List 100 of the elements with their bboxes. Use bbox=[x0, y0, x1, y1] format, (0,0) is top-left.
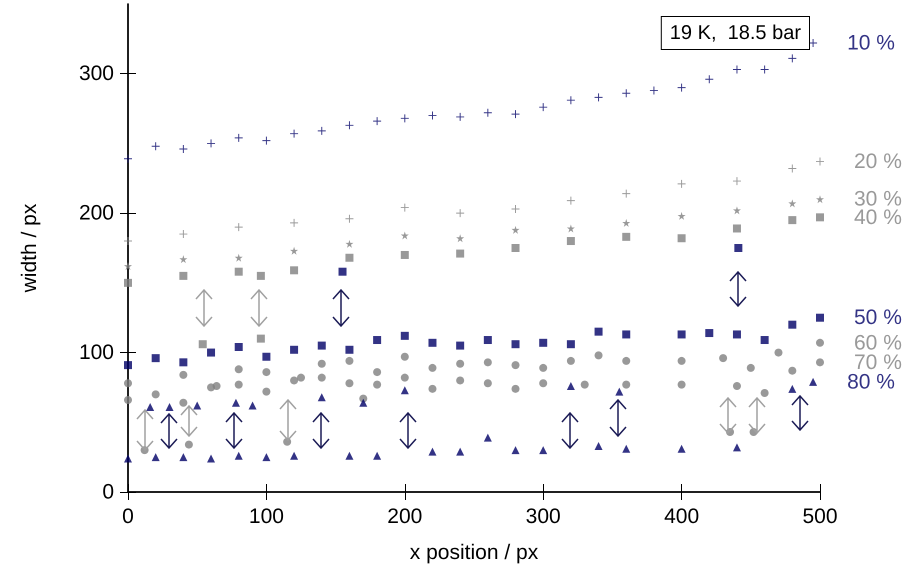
point bbox=[373, 117, 382, 126]
point bbox=[234, 254, 243, 262]
point bbox=[539, 338, 548, 347]
point bbox=[456, 209, 464, 218]
point bbox=[484, 336, 492, 344]
point bbox=[232, 398, 240, 407]
point bbox=[732, 224, 741, 232]
point bbox=[124, 379, 132, 388]
x-tick-label: 100 bbox=[248, 505, 284, 528]
point bbox=[428, 384, 436, 393]
point bbox=[484, 379, 492, 388]
point bbox=[297, 374, 305, 382]
point bbox=[512, 110, 520, 118]
point bbox=[456, 376, 464, 384]
point bbox=[512, 226, 520, 234]
point bbox=[594, 328, 603, 336]
point bbox=[345, 356, 354, 365]
point bbox=[290, 346, 298, 354]
point bbox=[732, 382, 741, 390]
point bbox=[359, 398, 368, 407]
point bbox=[788, 54, 796, 62]
point bbox=[290, 376, 298, 384]
point bbox=[373, 380, 382, 389]
point bbox=[484, 434, 492, 442]
point bbox=[400, 250, 409, 259]
point bbox=[705, 75, 714, 84]
point bbox=[124, 237, 132, 246]
point bbox=[816, 158, 824, 166]
point bbox=[124, 361, 132, 370]
point bbox=[732, 177, 741, 186]
point bbox=[345, 240, 354, 248]
point bbox=[678, 356, 686, 365]
point bbox=[539, 379, 548, 388]
point bbox=[650, 86, 658, 94]
point bbox=[678, 330, 686, 338]
point bbox=[400, 352, 409, 361]
point bbox=[124, 278, 132, 287]
x-tick-label: 200 bbox=[387, 505, 422, 528]
point bbox=[760, 336, 769, 344]
point bbox=[512, 361, 520, 370]
point bbox=[566, 196, 575, 205]
point bbox=[152, 354, 160, 362]
point bbox=[146, 402, 154, 411]
point bbox=[124, 454, 132, 463]
y-tick-label: 300 bbox=[78, 62, 114, 86]
point bbox=[622, 356, 630, 365]
point bbox=[594, 351, 603, 360]
point bbox=[539, 446, 548, 454]
series-label: 10 % bbox=[847, 32, 895, 55]
point bbox=[566, 356, 575, 365]
series-label: 20 % bbox=[854, 150, 902, 174]
point bbox=[539, 364, 548, 372]
x-tick-label: 0 bbox=[122, 505, 134, 528]
point bbox=[512, 384, 520, 393]
point bbox=[732, 443, 741, 452]
point bbox=[732, 66, 741, 74]
y-tick-label: 100 bbox=[78, 341, 114, 364]
point bbox=[400, 374, 409, 382]
point bbox=[678, 212, 686, 220]
point bbox=[732, 330, 741, 338]
point bbox=[152, 390, 160, 398]
point bbox=[732, 206, 741, 214]
point bbox=[428, 338, 436, 347]
point bbox=[400, 332, 409, 340]
point bbox=[816, 358, 824, 366]
point bbox=[456, 342, 464, 350]
point bbox=[256, 334, 265, 343]
point bbox=[166, 402, 174, 411]
point bbox=[816, 338, 824, 347]
point bbox=[318, 360, 326, 368]
point bbox=[184, 440, 193, 449]
point bbox=[345, 346, 354, 354]
point bbox=[622, 330, 630, 338]
point bbox=[234, 365, 243, 374]
point bbox=[262, 388, 270, 396]
point bbox=[512, 446, 520, 454]
point bbox=[566, 96, 575, 104]
point bbox=[256, 272, 265, 280]
point bbox=[262, 453, 270, 462]
point bbox=[734, 244, 742, 252]
point bbox=[705, 329, 714, 338]
y-axis-title: width / px bbox=[18, 203, 41, 294]
point bbox=[345, 121, 354, 130]
point bbox=[580, 380, 589, 389]
point bbox=[788, 199, 796, 208]
point bbox=[678, 380, 686, 389]
point bbox=[816, 195, 824, 204]
point bbox=[290, 452, 298, 460]
point bbox=[207, 454, 216, 463]
point bbox=[179, 370, 188, 379]
point bbox=[760, 389, 769, 398]
point bbox=[234, 134, 243, 142]
point bbox=[179, 272, 188, 280]
point bbox=[746, 364, 755, 372]
point bbox=[566, 382, 575, 390]
point bbox=[622, 380, 630, 389]
point bbox=[622, 232, 630, 241]
point bbox=[400, 114, 409, 122]
point bbox=[262, 368, 270, 376]
point bbox=[179, 230, 188, 238]
